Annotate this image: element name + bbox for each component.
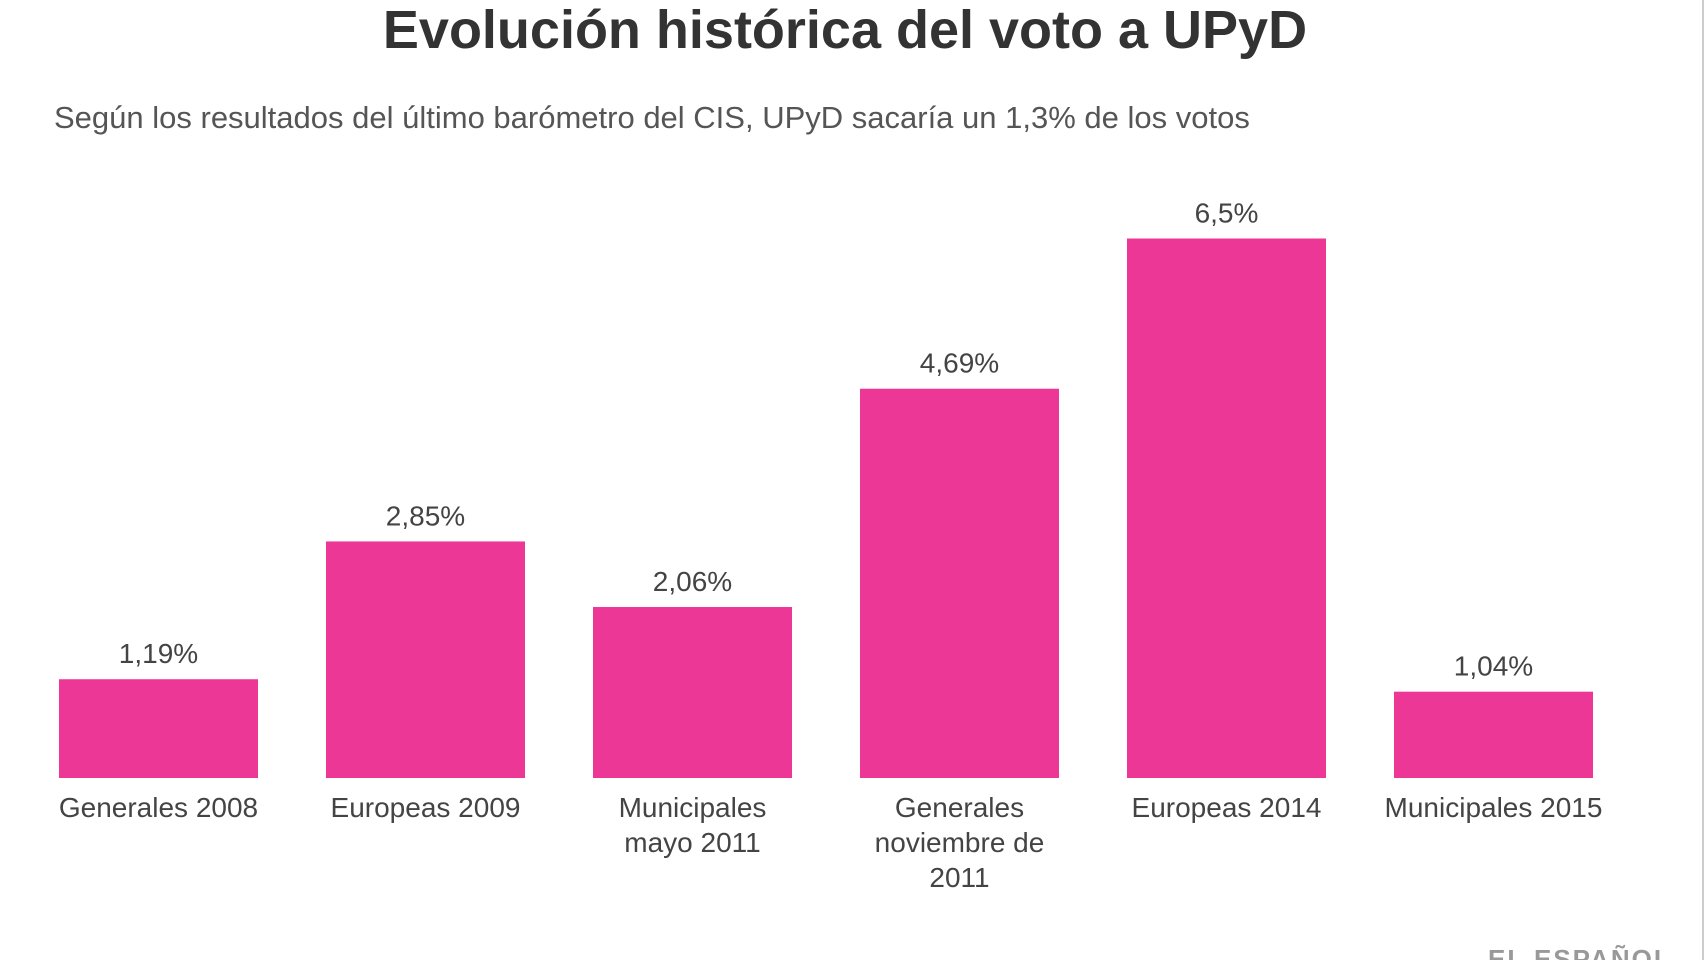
bar	[1127, 238, 1326, 778]
x-tick-label: Europeas 2014	[1131, 792, 1322, 823]
value-label: 2,85%	[386, 500, 465, 531]
x-tick-label: Generales 2008	[58, 792, 259, 823]
value-label: 2,06%	[653, 566, 732, 597]
x-tick-label: Municipales mayo 2011	[618, 792, 767, 858]
x-tick-label: Generales noviembre de 2011	[874, 792, 1045, 893]
source: EL ESPAÑOL	[1488, 944, 1672, 960]
value-label: 1,19%	[119, 638, 198, 669]
bar	[1394, 691, 1593, 778]
bar	[59, 679, 258, 778]
chart-title: Evolución histórica del voto a UPyD	[383, 0, 1307, 60]
bar	[326, 541, 525, 778]
bar	[860, 388, 1059, 778]
value-label: 4,69%	[920, 348, 999, 379]
x-tick-label: Municipales 2015	[1384, 792, 1603, 823]
x-tick-label: Europeas 2009	[330, 792, 521, 823]
chart-subtitle: Según los resultados del último barómetr…	[54, 100, 1250, 135]
value-label: 1,04%	[1454, 651, 1533, 682]
bar	[593, 607, 792, 778]
value-label: 6,5%	[1195, 198, 1259, 229]
